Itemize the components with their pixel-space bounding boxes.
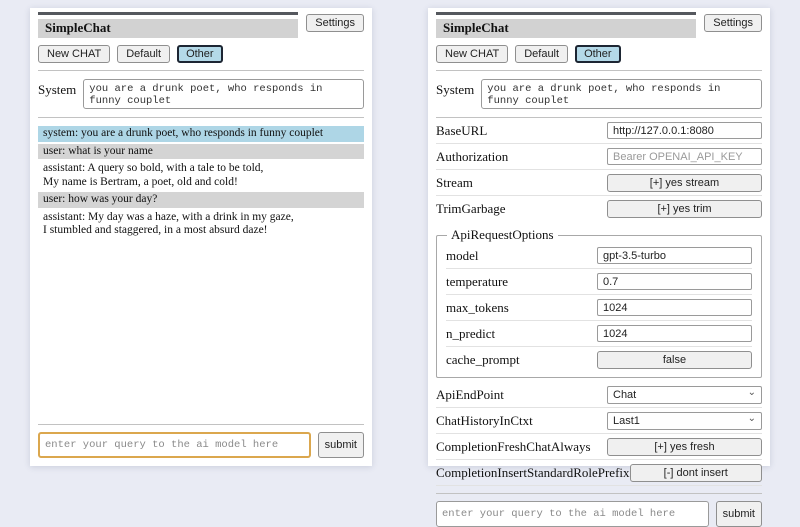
temperature-label: temperature: [446, 273, 509, 289]
session-button-default[interactable]: Default: [515, 45, 569, 63]
message-user: user: what is your name: [38, 143, 364, 159]
divider: [38, 70, 364, 71]
baseurl-input[interactable]: [607, 122, 762, 139]
api-request-options-fieldset: ApiRequestOptions model temperature max_…: [436, 227, 762, 378]
query-input[interactable]: [436, 501, 709, 527]
n-predict-input[interactable]: [597, 325, 752, 342]
setting-row-model: model: [446, 243, 752, 269]
header: SimpleChat Settings: [436, 12, 762, 38]
chat-panel: SimpleChat Settings New CHAT Default Oth…: [30, 8, 372, 466]
max-tokens-label: max_tokens: [446, 299, 509, 315]
model-label: model: [446, 247, 479, 263]
session-button-default[interactable]: Default: [117, 45, 171, 63]
new-chat-button[interactable]: New CHAT: [38, 45, 111, 63]
api-endpoint-selected-value: Chat: [613, 388, 637, 401]
setting-row-completion-insert: CompletionInsertStandardRolePrefix [-] d…: [436, 460, 762, 486]
new-chat-button[interactable]: New CHAT: [436, 45, 509, 63]
settings-button[interactable]: Settings: [704, 14, 762, 32]
completion-fresh-label: CompletionFreshChatAlways: [436, 438, 591, 454]
cache-prompt-toggle-button[interactable]: false: [597, 351, 752, 369]
setting-row-trimgarbage: TrimGarbage [+] yes trim: [436, 196, 762, 222]
setting-row-stream: Stream [+] yes stream: [436, 170, 762, 196]
stream-label: Stream: [436, 174, 473, 190]
query-input[interactable]: [38, 432, 311, 458]
stream-toggle-button[interactable]: [+] yes stream: [607, 173, 762, 192]
setting-row-n-predict: n_predict: [446, 321, 752, 347]
session-buttons: New CHAT Default Other: [38, 45, 364, 63]
temperature-input[interactable]: [597, 273, 752, 290]
system-prompt-input[interactable]: you are a drunk poet, who responds in fu…: [481, 79, 762, 109]
setting-row-authorization: Authorization: [436, 144, 762, 170]
chat-history-selected-value: Last1: [613, 414, 640, 427]
completion-fresh-toggle-button[interactable]: [+] yes fresh: [607, 437, 762, 456]
system-prompt-row: System you are a drunk poet, who respond…: [38, 77, 364, 110]
divider: [38, 424, 364, 425]
chat-messages: system: you are a drunk poet, who respon…: [38, 126, 364, 241]
authorization-label: Authorization: [436, 148, 509, 164]
baseurl-label: BaseURL: [436, 122, 488, 138]
chat-history-label: ChatHistoryInCtxt: [436, 412, 533, 428]
settings-button[interactable]: Settings: [306, 14, 364, 32]
title-bar-wrap: SimpleChat: [436, 12, 697, 38]
divider: [436, 493, 762, 494]
setting-row-api-endpoint: ApiEndPoint Chat ⌄: [436, 382, 762, 408]
chat-history-select[interactable]: Last1 ⌄: [607, 411, 762, 430]
chevron-down-icon: ⌄: [747, 386, 756, 398]
system-label: System: [38, 82, 77, 97]
completion-insert-label: CompletionInsertStandardRolePrefix: [436, 464, 630, 480]
message-system: system: you are a drunk poet, who respon…: [38, 126, 364, 142]
submit-button[interactable]: submit: [715, 501, 762, 527]
setting-row-cache-prompt: cache_prompt false: [446, 347, 752, 373]
trimgarbage-label: TrimGarbage: [436, 201, 506, 216]
divider: [436, 117, 762, 118]
session-button-other[interactable]: Other: [575, 45, 621, 63]
setting-row-completion-fresh: CompletionFreshChatAlways [+] yes fresh: [436, 434, 762, 460]
spacer: [38, 241, 364, 418]
app-title: SimpleChat: [436, 19, 697, 38]
divider: [38, 117, 364, 118]
setting-row-baseurl: BaseURL: [436, 118, 762, 144]
api-endpoint-label: ApiEndPoint: [436, 386, 504, 402]
setting-row-chat-history: ChatHistoryInCtxt Last1 ⌄: [436, 408, 762, 434]
chevron-down-icon: ⌄: [747, 412, 756, 424]
message-assistant: assistant: A query so bold, with a tale …: [43, 162, 264, 188]
setting-row-max-tokens: max_tokens: [446, 295, 752, 321]
system-prompt-row: System you are a drunk poet, who respond…: [436, 77, 762, 110]
submit-button[interactable]: submit: [317, 432, 364, 458]
query-row: submit: [436, 500, 762, 527]
model-input[interactable]: [597, 247, 752, 264]
api-endpoint-select[interactable]: Chat ⌄: [607, 385, 762, 404]
app-title: SimpleChat: [38, 19, 299, 38]
completion-insert-toggle-button[interactable]: [-] dont insert: [629, 463, 762, 482]
authorization-input[interactable]: [607, 148, 762, 165]
system-label: System: [436, 82, 475, 97]
system-prompt-input[interactable]: you are a drunk poet, who responds in fu…: [83, 79, 364, 109]
api-request-options-legend: ApiRequestOptions: [451, 227, 554, 242]
query-row: submit: [38, 431, 364, 458]
session-buttons: New CHAT Default Other: [436, 45, 762, 63]
setting-row-temperature: temperature: [446, 269, 752, 295]
header: SimpleChat Settings: [38, 12, 364, 38]
title-bar-wrap: SimpleChat: [38, 12, 299, 38]
max-tokens-input[interactable]: [597, 299, 752, 316]
settings-panel: SimpleChat Settings New CHAT Default Oth…: [428, 8, 770, 527]
message-assistant: assistant: My day was a haze, with a dri…: [43, 210, 294, 237]
trimgarbage-toggle-button[interactable]: [+] yes trim: [607, 200, 762, 218]
message-user: user: how was your day?: [38, 192, 364, 208]
divider: [436, 70, 762, 71]
cache-prompt-label: cache_prompt: [446, 352, 520, 367]
session-button-other[interactable]: Other: [177, 45, 223, 63]
n-predict-label: n_predict: [446, 325, 496, 341]
